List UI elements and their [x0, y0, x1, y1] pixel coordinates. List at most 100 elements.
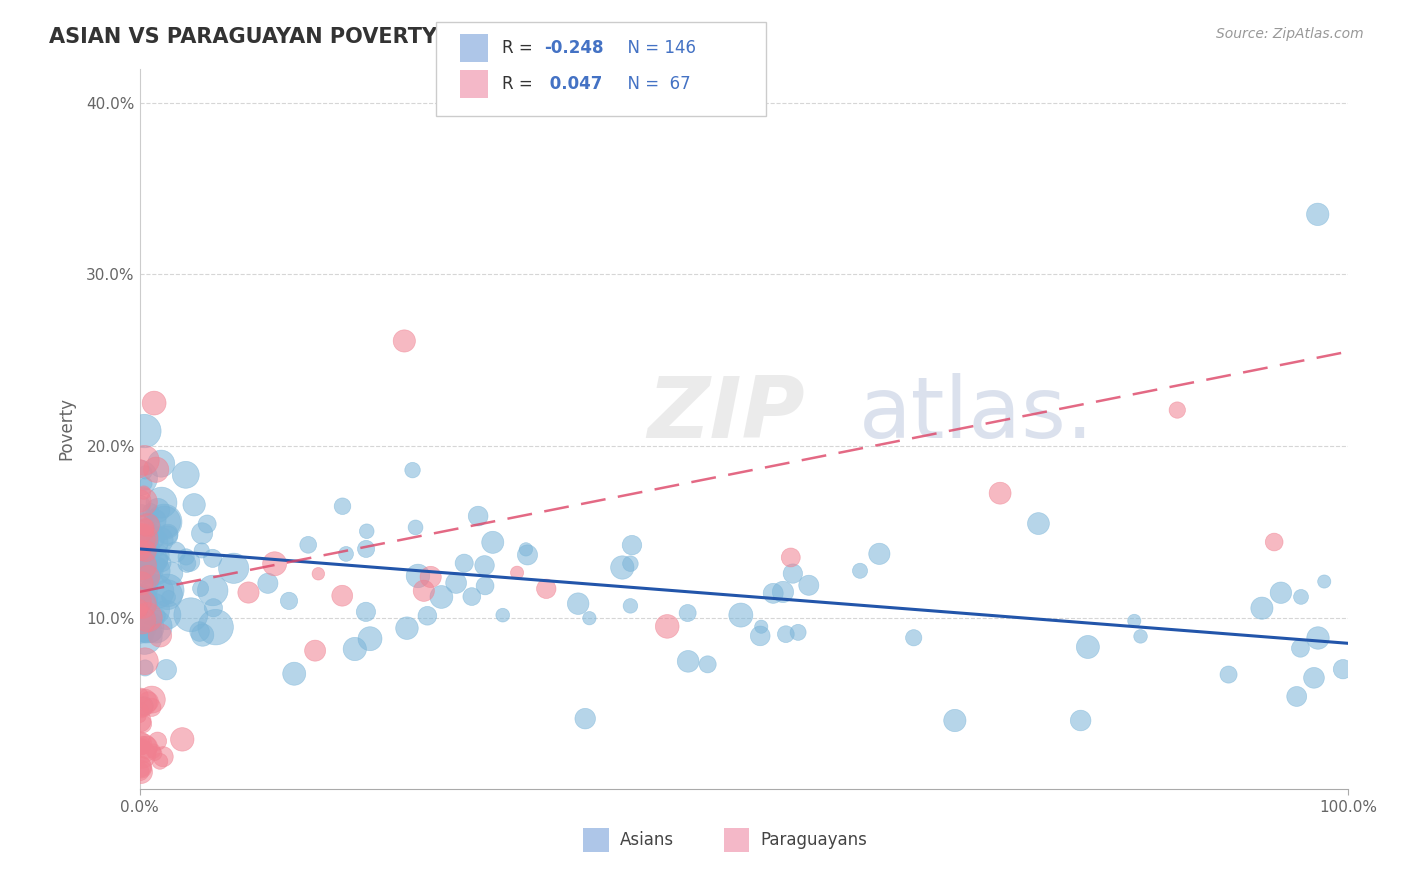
Text: Paraguayans: Paraguayans — [761, 830, 868, 849]
Point — [516, 548, 538, 562]
Point — [988, 486, 1011, 500]
Point — [145, 619, 167, 633]
Point — [578, 611, 600, 625]
Point — [1070, 714, 1092, 728]
Point — [1289, 641, 1312, 656]
Point — [149, 754, 172, 768]
Point — [749, 620, 772, 634]
Point — [419, 570, 441, 584]
Point — [134, 540, 156, 554]
Point — [131, 717, 153, 731]
Point — [1306, 207, 1329, 221]
Point — [129, 759, 152, 773]
Point — [134, 661, 156, 675]
Point — [134, 593, 156, 607]
Point — [134, 628, 156, 642]
Point — [131, 597, 153, 611]
Point — [134, 466, 156, 480]
Point — [474, 558, 496, 573]
Point — [146, 503, 169, 517]
Point — [141, 700, 163, 714]
Point — [129, 689, 152, 703]
Point — [191, 628, 214, 642]
Point — [152, 749, 174, 764]
Point — [201, 583, 224, 598]
Point — [202, 600, 225, 615]
Point — [430, 590, 453, 604]
Point — [406, 569, 429, 583]
Point — [849, 564, 872, 578]
Point — [129, 499, 152, 513]
Point — [779, 550, 801, 565]
Point — [134, 453, 156, 467]
Point — [467, 509, 489, 524]
Point — [129, 560, 152, 574]
Point — [145, 552, 167, 566]
Point — [772, 585, 794, 599]
Point — [149, 533, 172, 547]
Point — [131, 613, 153, 627]
Point — [131, 576, 153, 591]
Point — [143, 532, 166, 546]
Point — [129, 604, 152, 618]
Point — [620, 538, 643, 552]
Point — [138, 620, 160, 634]
Point — [749, 629, 772, 643]
Point — [180, 607, 202, 622]
Point — [141, 624, 163, 639]
Point — [145, 463, 167, 477]
Point — [134, 630, 156, 644]
Point — [401, 463, 423, 477]
Point — [142, 744, 165, 758]
Point — [138, 563, 160, 577]
Point — [129, 764, 152, 779]
Point — [453, 556, 475, 570]
Point — [138, 695, 160, 709]
Point — [359, 632, 381, 646]
Text: N =  67: N = 67 — [617, 75, 690, 93]
Point — [174, 549, 197, 564]
Text: ZIP: ZIP — [647, 373, 804, 456]
Point — [1331, 662, 1354, 676]
Point — [129, 714, 152, 728]
Point — [146, 608, 169, 623]
Text: -0.248: -0.248 — [544, 39, 603, 57]
Point — [136, 518, 159, 533]
Text: ASIAN VS PARAGUAYAN POVERTY CORRELATION CHART: ASIAN VS PARAGUAYAN POVERTY CORRELATION … — [49, 27, 693, 46]
Point — [131, 554, 153, 568]
Point — [1123, 614, 1146, 628]
Point — [238, 585, 260, 599]
Point — [444, 576, 467, 591]
Point — [128, 471, 150, 485]
Point — [131, 506, 153, 520]
Point — [1263, 535, 1285, 549]
Point — [155, 607, 177, 622]
Point — [412, 583, 434, 598]
Point — [176, 557, 198, 571]
Point — [128, 600, 150, 615]
Point — [204, 620, 226, 634]
Point — [405, 520, 427, 534]
Point — [787, 625, 810, 640]
Point — [1028, 516, 1050, 531]
Point — [141, 561, 163, 575]
Point — [132, 700, 155, 714]
Point — [868, 547, 890, 561]
Point — [139, 525, 162, 540]
Point — [146, 558, 169, 572]
Point — [131, 760, 153, 774]
Point — [132, 485, 155, 500]
Point — [330, 589, 353, 603]
Point — [135, 582, 157, 597]
Point — [1306, 631, 1329, 645]
Point — [143, 396, 166, 410]
Point — [134, 654, 156, 668]
Point — [188, 624, 211, 639]
Point — [131, 739, 153, 754]
Point — [567, 597, 589, 611]
Point — [536, 582, 558, 596]
Point — [263, 557, 285, 571]
Point — [354, 605, 377, 619]
Point — [190, 582, 212, 596]
Point — [730, 608, 752, 623]
